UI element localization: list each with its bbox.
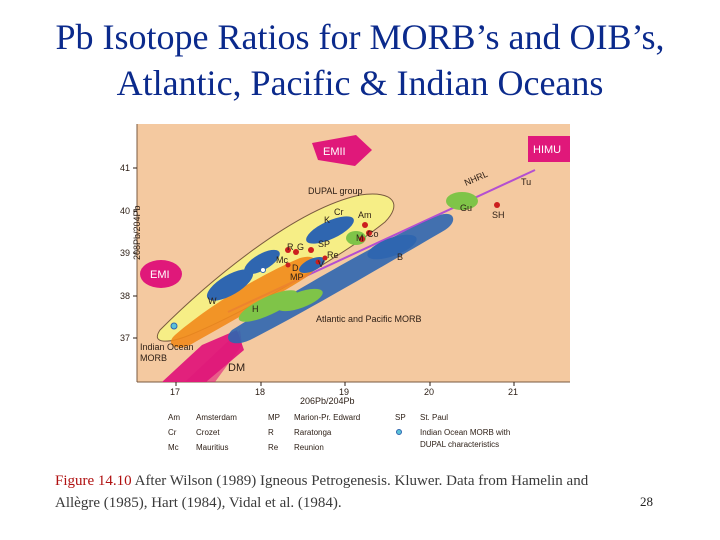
dm-field: [185, 330, 242, 382]
code-b: B: [397, 252, 403, 262]
label-emi: EMI: [150, 269, 170, 281]
point-d: [285, 262, 291, 268]
caption-text: After Wilson (1989) Igneous Petrogenesis…: [55, 473, 589, 511]
label-dm: DM: [228, 362, 245, 374]
legend-name-mc: Mauritius: [196, 443, 228, 452]
point-re: [322, 255, 328, 261]
legend: Am Amsterdam Cr Crozet Mc Mauritius MP M…: [168, 413, 510, 452]
blue-field-k: [306, 216, 354, 244]
legend-name-sp: St. Paul: [420, 413, 448, 422]
code-w: W: [208, 296, 217, 306]
legend-code-mc: Mc: [168, 443, 179, 452]
code-am: Am: [358, 210, 372, 220]
code-mp: MP: [290, 272, 304, 282]
emi-field: [140, 260, 182, 288]
label-indian-morb-1: Indian Ocean: [140, 342, 194, 352]
green-field-gu: [446, 192, 478, 210]
label-himu: HIMU: [533, 144, 561, 156]
legend-name-am: Amsterdam: [196, 413, 237, 422]
point-co: [366, 230, 372, 236]
point-am: [362, 222, 368, 228]
code-h: H: [252, 304, 259, 314]
slide-title-line-1: Pb Isotope Ratios for MORB’s and OIB’s,: [55, 17, 665, 57]
blue-field-w: [206, 269, 254, 301]
caption-figure-label: Figure 14.10: [55, 473, 132, 489]
point-sh: [494, 202, 500, 208]
label-emii: EMII: [323, 146, 346, 158]
y-tick-label-40: 40: [120, 206, 130, 216]
legend-note-line-2: DUPAL characteristics: [420, 440, 499, 449]
page-number: 28: [640, 494, 653, 509]
code-sp: SP: [318, 239, 330, 249]
legend-name-re: Reunion: [294, 443, 324, 452]
emii-field: [312, 135, 372, 166]
code-gu: Gu: [460, 203, 472, 213]
legend-code-am: Am: [168, 413, 180, 422]
code-co: Co: [367, 229, 379, 239]
x-axis: 17 18 19 20 21 206Pb/204Pb: [170, 382, 518, 406]
legend-code-sp: SP: [395, 413, 406, 422]
orange-field: [170, 256, 317, 348]
legend-dupal-marker: [396, 429, 402, 435]
point-v: [315, 259, 321, 265]
code-v: V: [318, 259, 324, 269]
label-atlantic-pacific: Atlantic and Pacific MORB: [316, 314, 422, 324]
legend-code-mp: MP: [268, 413, 280, 422]
legend-name-mp: Marion-Pr. Edward: [294, 413, 360, 422]
legend-code-r: R: [268, 428, 274, 437]
legend-note-line-1: Indian Ocean MORB with: [420, 428, 510, 437]
point-sp: [308, 247, 314, 253]
x-tick-label-18: 18: [255, 387, 265, 397]
y-tick-label-39: 39: [120, 248, 130, 258]
y-axis-label: 208Pb/204Pb: [132, 205, 142, 260]
code-sh: SH: [492, 210, 505, 220]
x-tick-label-20: 20: [424, 387, 434, 397]
code-cr: Cr: [334, 207, 344, 217]
label-indian-morb-2: MORB: [140, 353, 167, 363]
code-k: K: [324, 215, 330, 225]
y-tick-label-41: 41: [120, 163, 130, 173]
legend-code-re: Re: [268, 443, 279, 452]
code-tu: Tu: [521, 177, 531, 187]
code-re: Re: [327, 250, 339, 260]
point-m: [359, 236, 365, 242]
code-r: R: [287, 242, 294, 252]
y-axis: 37 38 39 40 41 208Pb/204Pb: [120, 163, 142, 343]
red-points: [285, 202, 500, 268]
figure-caption: Figure 14.10 After Wilson (1989) Igneous…: [55, 470, 615, 514]
blue-field-center: [244, 249, 280, 275]
y-tick-label-38: 38: [120, 291, 130, 301]
label-dupal: DUPAL group: [308, 186, 363, 196]
blue-field-b: [367, 234, 417, 260]
x-axis-label: 206Pb/204Pb: [300, 396, 355, 406]
point-mc: [260, 267, 266, 273]
point-g: [293, 249, 299, 255]
x-tick-label-19: 19: [339, 387, 349, 397]
code-g: G: [297, 242, 304, 252]
himu-field: [528, 136, 570, 162]
code-mc: Mc: [276, 255, 288, 265]
legend-name-r: Raratonga: [294, 428, 332, 437]
dupal-marker: [170, 322, 178, 330]
slide-title: Pb Isotope Ratios for MORB’s and OIB’s, …: [0, 14, 720, 106]
code-m: M: [356, 233, 364, 243]
code-d: D: [292, 263, 299, 273]
legend-code-cr: Cr: [168, 428, 177, 437]
slide-title-line-2: Atlantic, Pacific & Indian Oceans: [116, 63, 604, 103]
green-field-h: [238, 290, 298, 322]
green-field-b: [277, 288, 323, 312]
indian-ocean-morb-field: [162, 330, 244, 382]
y-tick-label-37: 37: [120, 333, 130, 343]
x-tick-label-21: 21: [508, 387, 518, 397]
x-tick-label-17: 17: [170, 387, 180, 397]
point-r: [285, 247, 291, 253]
legend-name-cr: Crozet: [196, 428, 220, 437]
